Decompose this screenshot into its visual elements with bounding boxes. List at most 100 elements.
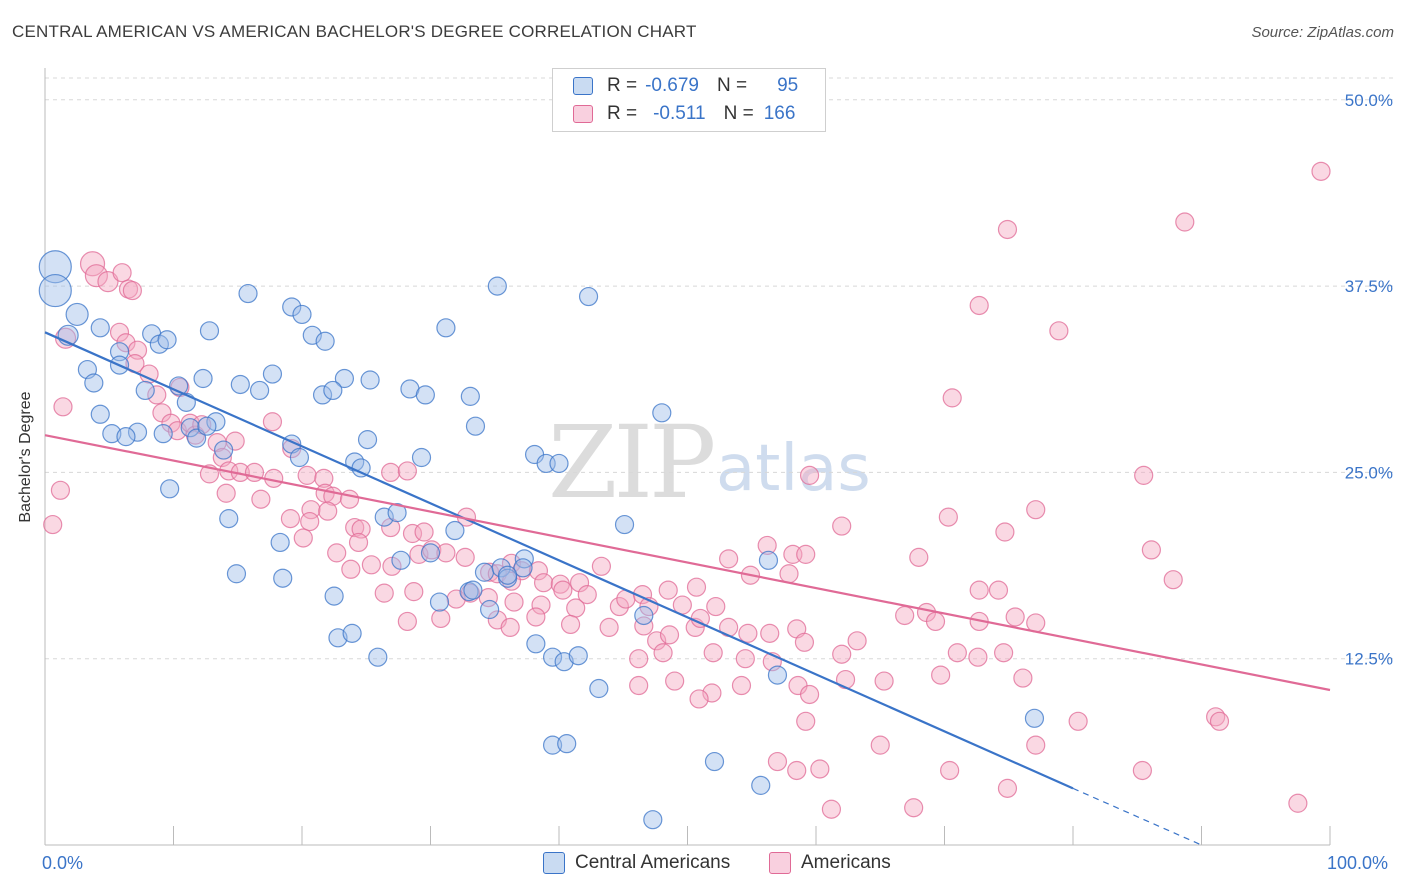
- data-point-americans: [794, 632, 815, 652]
- data-point-americans: [909, 547, 929, 567]
- data-point-americans: [262, 412, 283, 432]
- data-point-central-americans: [38, 250, 72, 284]
- data-point-central-americans: [102, 424, 122, 444]
- data-point-americans: [947, 643, 967, 663]
- data-point-central-americans: [90, 318, 110, 338]
- series-central-americans: [38, 250, 1045, 830]
- legend-r-value: -0.679: [645, 75, 699, 96]
- data-point-americans: [1163, 570, 1183, 590]
- data-point-americans: [533, 573, 554, 593]
- correlation-legend: R = -0.679 N = 95 R = -0.511 N = 166: [552, 68, 826, 132]
- data-point-americans: [931, 665, 951, 685]
- legend-r-label: R =: [607, 75, 638, 96]
- data-point-americans: [832, 644, 852, 664]
- data-point-americans: [397, 461, 417, 481]
- data-point-central-americans: [415, 385, 435, 405]
- data-point-americans: [731, 675, 752, 696]
- data-point-central-americans: [153, 424, 173, 444]
- data-point-americans: [895, 605, 915, 626]
- data-point-central-americans: [549, 453, 569, 474]
- data-point-central-americans: [480, 599, 500, 620]
- data-point-americans: [796, 711, 816, 731]
- data-point-americans: [821, 799, 842, 819]
- data-point-central-americans: [487, 276, 507, 296]
- data-point-central-americans: [160, 479, 180, 499]
- data-point-central-americans: [542, 647, 563, 667]
- data-point-americans: [997, 219, 1018, 240]
- bottom-legend-americans: Americans: [769, 852, 891, 874]
- bottom-legend-label: Americans: [801, 852, 891, 873]
- y-tick-label: 50.0%: [1345, 91, 1393, 110]
- axes: [44, 68, 1331, 846]
- data-point-americans: [122, 280, 142, 301]
- legend-n-label: N =: [716, 75, 748, 96]
- data-point-americans: [339, 489, 360, 509]
- data-point-americans: [147, 385, 167, 405]
- data-point-americans: [318, 501, 338, 521]
- legend-r-value: -0.511: [653, 103, 706, 124]
- data-point-americans: [553, 580, 573, 600]
- data-point-central-americans: [249, 380, 270, 401]
- data-point-central-americans: [526, 634, 546, 654]
- data-point-americans: [997, 778, 1018, 798]
- data-point-central-americans: [84, 373, 104, 393]
- data-point-americans: [738, 623, 758, 643]
- data-point-americans: [787, 760, 807, 781]
- data-point-americans: [940, 760, 960, 781]
- y-tick-label: 25.0%: [1345, 463, 1393, 482]
- data-point-central-americans: [238, 283, 258, 304]
- data-point-central-americans: [193, 368, 213, 389]
- data-point-americans: [799, 465, 820, 485]
- y-axis-label: Bachelor's Degree: [17, 391, 34, 523]
- data-point-americans: [686, 577, 707, 597]
- data-point-central-americans: [65, 302, 89, 327]
- data-point-americans: [796, 544, 816, 564]
- data-point-central-americans: [360, 370, 380, 390]
- legend-row-americans: R = -0.511 N = 166: [573, 101, 795, 127]
- data-point-central-americans: [542, 735, 563, 755]
- data-point-central-americans: [323, 380, 343, 401]
- tick-labels: 12.5% 25.0% 37.5% 50.0%: [1345, 91, 1393, 669]
- data-point-americans: [1026, 735, 1046, 755]
- data-point-americans: [251, 489, 271, 509]
- chart-title: CENTRAL AMERICAN VS AMERICAN BACHELOR'S …: [12, 22, 697, 41]
- data-point-central-americans: [116, 427, 136, 447]
- data-point-central-americans: [429, 592, 450, 612]
- bottom-legend-label: Central Americans: [575, 852, 731, 873]
- legend-n-value: 166: [763, 103, 796, 124]
- data-point-americans: [1026, 613, 1046, 633]
- data-point-central-americans: [206, 412, 226, 432]
- data-point-americans: [216, 483, 236, 503]
- data-point-americans: [397, 611, 417, 632]
- data-point-central-americans: [214, 440, 234, 460]
- data-point-central-americans: [767, 665, 788, 685]
- data-point-americans: [760, 623, 780, 643]
- chart-source: Source: ZipAtlas.com: [1251, 24, 1394, 41]
- legend-row-central-americans: R = -0.679 N = 95: [573, 73, 798, 99]
- data-point-central-americans: [219, 509, 239, 529]
- data-point-americans: [659, 625, 680, 645]
- data-point-americans: [735, 649, 755, 669]
- data-point-americans: [1311, 161, 1331, 181]
- data-point-central-americans: [157, 330, 177, 350]
- trend-lines: [44, 331, 1331, 846]
- data-point-central-americans: [273, 568, 293, 588]
- data-point-americans: [719, 549, 739, 569]
- data-point-americans: [942, 388, 962, 408]
- data-point-americans: [300, 511, 320, 532]
- data-point-americans: [455, 547, 475, 567]
- bottom-legend-central-americans: Central Americans: [543, 852, 730, 874]
- data-point-central-americans: [751, 775, 771, 795]
- series-americans: [43, 161, 1331, 819]
- data-point-americans: [560, 614, 581, 635]
- data-point-central-americans: [199, 321, 220, 341]
- data-point-central-americans: [513, 558, 533, 578]
- data-point-americans: [904, 798, 924, 818]
- data-point-americans: [414, 522, 434, 542]
- data-point-americans: [832, 516, 852, 536]
- data-point-americans: [706, 596, 726, 617]
- data-point-americans: [870, 735, 890, 755]
- data-point-central-americans: [704, 751, 725, 772]
- data-point-americans: [757, 535, 777, 556]
- data-point-americans: [50, 480, 71, 500]
